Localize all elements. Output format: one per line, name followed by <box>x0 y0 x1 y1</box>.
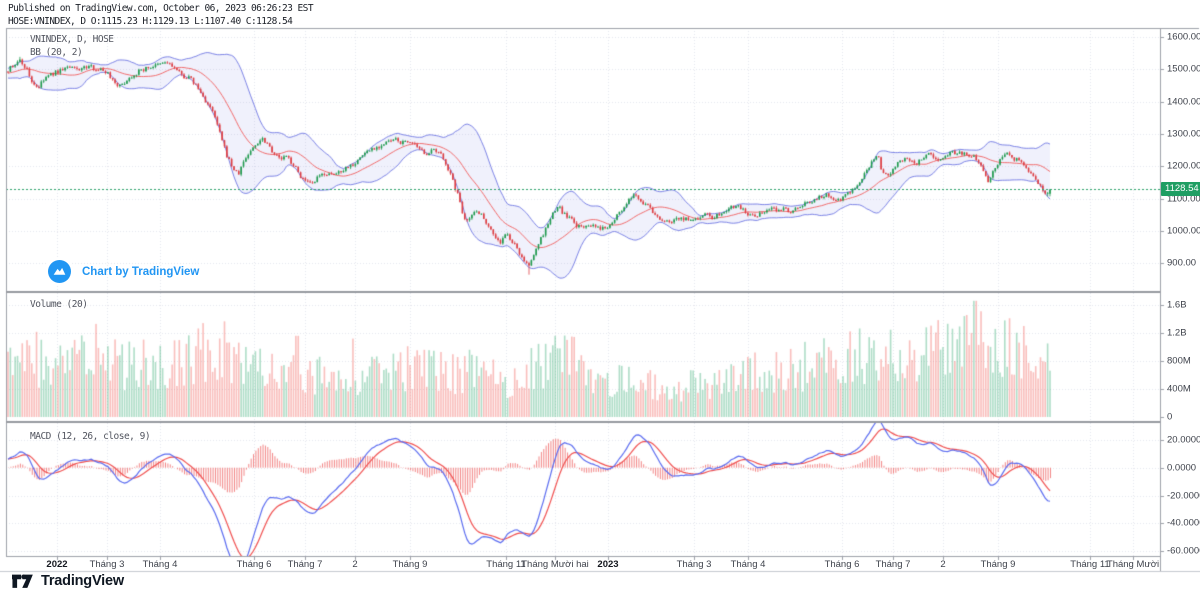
time-axis-tick: Tháng 3 <box>676 559 712 570</box>
watermark-label: Chart by TradingView <box>82 265 200 278</box>
time-axis-tick: Tháng 9 <box>980 559 1016 570</box>
time-axis-tick: 2 <box>352 559 358 570</box>
time-axis-tick: Tháng 3 <box>89 559 125 570</box>
tradingview-17-logo-icon <box>12 574 33 588</box>
volume-axis-tick: 1.2B <box>1167 327 1187 339</box>
footer-brand-label: TradingView <box>41 573 124 589</box>
price-axis-tick: 1200.00 <box>1167 160 1200 172</box>
price-axis-tick: 1100.00 <box>1167 193 1200 205</box>
volume-axis-tick: 800M <box>1167 355 1191 367</box>
macd-pane-legend: MACD (12, 26, close, 9) <box>30 431 151 442</box>
price-axis-tick: 1300.00 <box>1167 128 1200 140</box>
footer-brand-link[interactable]: TradingView <box>12 573 124 589</box>
macd-axis-tick: -60.0000 <box>1167 545 1200 557</box>
last-price-badge: 1128.54 <box>1161 182 1200 196</box>
volume-axis-tick: 0 <box>1167 411 1173 423</box>
time-axis-tick: Tháng 4 <box>142 559 178 570</box>
time-axis-tick: 2 <box>940 559 946 570</box>
time-axis-tick: Tháng 4 <box>730 559 766 570</box>
time-axis-tick: Tháng Mười <box>1106 559 1160 570</box>
price-pane-legend: VNINDEX, D, HOSE <box>30 34 114 45</box>
symbol-ohlc-info: HOSE:VNINDEX, D O:1115.23 H:1129.13 L:11… <box>8 16 293 27</box>
price-axis-tick: 1400.00 <box>1167 96 1200 108</box>
bb-indicator-legend: BB (20, 2) <box>30 47 83 58</box>
macd-axis-tick: -20.0000 <box>1167 490 1200 501</box>
time-axis-tick: Tháng 11 <box>486 559 526 570</box>
time-axis-tick: 2022 <box>46 559 68 570</box>
time-axis-tick: Tháng 7 <box>875 559 911 570</box>
time-axis-tick: 2023 <box>597 559 619 570</box>
price-axis-tick: 1500.00 <box>1167 63 1200 75</box>
volume-axis-tick: 400M <box>1167 383 1191 395</box>
time-axis-tick: Tháng 11 <box>1070 559 1110 570</box>
time-axis-tick: Tháng Mười hai <box>521 559 589 570</box>
time-axis-tick: Tháng 7 <box>287 559 323 570</box>
macd-axis-tick: 0.0000 <box>1167 462 1197 474</box>
time-axis-tick: Tháng 6 <box>824 559 860 570</box>
price-axis-tick: 900.00 <box>1167 257 1197 269</box>
publish-info: Published on TradingView.com, October 06… <box>8 3 314 14</box>
mountain-chart-icon <box>53 267 66 275</box>
macd-axis-tick: 20.0000 <box>1167 434 1200 446</box>
price-axis-tick: 1000.00 <box>1167 225 1200 237</box>
time-axis-tick: Tháng 9 <box>392 559 428 570</box>
tradingview-watermark-link[interactable]: Chart by TradingView <box>48 260 199 283</box>
volume-axis-tick: 1.6B <box>1167 299 1187 311</box>
macd-axis-tick: -40.0000 <box>1167 517 1200 529</box>
price-axis-tick: 1600.00 <box>1167 31 1200 43</box>
tradingview-logo-icon <box>48 260 71 283</box>
time-axis-tick: Tháng 6 <box>236 559 272 570</box>
volume-pane-legend: Volume (20) <box>30 299 88 310</box>
